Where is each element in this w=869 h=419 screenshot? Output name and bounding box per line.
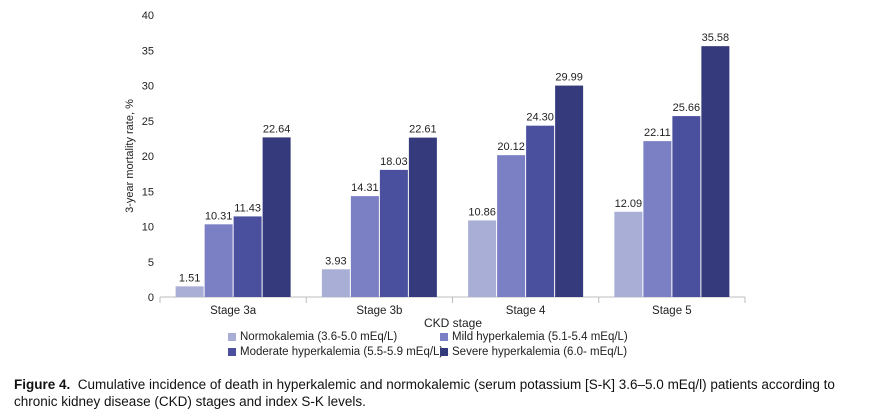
data-label: 24.30 (526, 112, 554, 124)
y-tick-label: 10 (142, 222, 154, 234)
y-tick-label: 0 (148, 292, 154, 304)
y-tick-label: 30 (142, 81, 154, 93)
bar (262, 137, 291, 297)
bar (379, 169, 408, 297)
bar (701, 46, 730, 298)
legend-label: Normokalemia (3.6-5.0 mEq/L) (240, 331, 398, 343)
figure-label: Figure 4. (14, 377, 71, 392)
x-axis: Stage 3a Stage 3b Stage 4 Stage 5 (159, 296, 746, 317)
legend-label: Moderate hyperkalemia (5.5-5.9 mEq/L) (240, 346, 444, 358)
legend-swatch (228, 333, 236, 341)
data-label: 10.31 (205, 210, 233, 222)
bars (175, 46, 730, 298)
data-label: 29.99 (555, 72, 583, 84)
x-tick-label: Stage 3a (210, 305, 257, 317)
data-label: 35.58 (702, 32, 730, 44)
figure-caption: Figure 4. Cumulative incidence of death … (14, 376, 864, 410)
bar (233, 216, 262, 297)
bar (408, 137, 437, 297)
y-tick-label: 5 (148, 257, 154, 269)
bar-chart: 0 5 10 15 20 25 30 35 40 Stage 3a Stage 3b Stage 4… (124, 10, 746, 330)
bar (350, 196, 379, 297)
legend-label: Mild hyperkalemia (5.1-5.4 mEq/L) (452, 331, 628, 343)
caption-text: Cumulative incidence of death in hyperka… (14, 377, 835, 409)
x-tick-label: Stage 3b (356, 305, 402, 317)
bar (614, 211, 643, 297)
x-tick-label: Stage 4 (506, 305, 546, 317)
data-label: 18.03 (380, 156, 408, 168)
data-label: 1.51 (179, 272, 200, 284)
bar (497, 155, 526, 297)
legend-swatch (440, 348, 448, 356)
y-tick-label: 15 (142, 186, 154, 198)
data-label: 22.11 (644, 127, 671, 139)
legend-label: Severe hyperkalemia (6.0- mEq/L) (452, 346, 628, 358)
legend-swatch (440, 333, 448, 341)
y-tick-label: 20 (142, 151, 154, 163)
bar (526, 125, 555, 297)
x-tick-label: Stage 5 (652, 305, 692, 317)
bar (321, 269, 350, 297)
y-tick-label: 35 (142, 45, 154, 57)
data-label: 3.93 (325, 255, 346, 267)
data-label: 22.64 (263, 123, 291, 135)
y-tick-label: 25 (142, 116, 154, 128)
data-label: 14.31 (351, 182, 379, 194)
y-axis: 0 5 10 15 20 25 30 35 40 (142, 10, 154, 304)
bar (468, 220, 497, 297)
bar (672, 116, 701, 297)
y-tick-label: 40 (142, 10, 154, 22)
data-label: 11.43 (234, 202, 261, 214)
data-label: 12.09 (615, 198, 643, 210)
bar (643, 141, 672, 297)
bar (204, 224, 233, 297)
legend-item-moderate-hyperkalemia: Moderate hyperkalemia (5.5-5.9 mEq/L) (228, 346, 444, 358)
legend: Normokalemia (3.6-5.0 mEq/L) Mild hyperk… (228, 331, 708, 358)
legend-item-mild-hyperkalemia: Mild hyperkalemia (5.1-5.4 mEq/L) (440, 331, 660, 343)
y-axis-label: 3-year mortality rate, % (124, 99, 136, 213)
data-label: 10.86 (468, 206, 496, 218)
data-label: 20.12 (497, 141, 525, 153)
legend-swatch (228, 348, 236, 356)
legend-item-normokalemia: Normokalemia (3.6-5.0 mEq/L) (228, 331, 440, 343)
x-axis-label: CKD stage (424, 316, 482, 330)
legend-item-severe-hyperkalemia: Severe hyperkalemia (6.0- mEq/L) (440, 346, 660, 358)
bar (175, 286, 204, 297)
bar (555, 85, 584, 298)
data-label: 25.66 (673, 102, 701, 114)
data-label: 22.61 (409, 124, 437, 136)
